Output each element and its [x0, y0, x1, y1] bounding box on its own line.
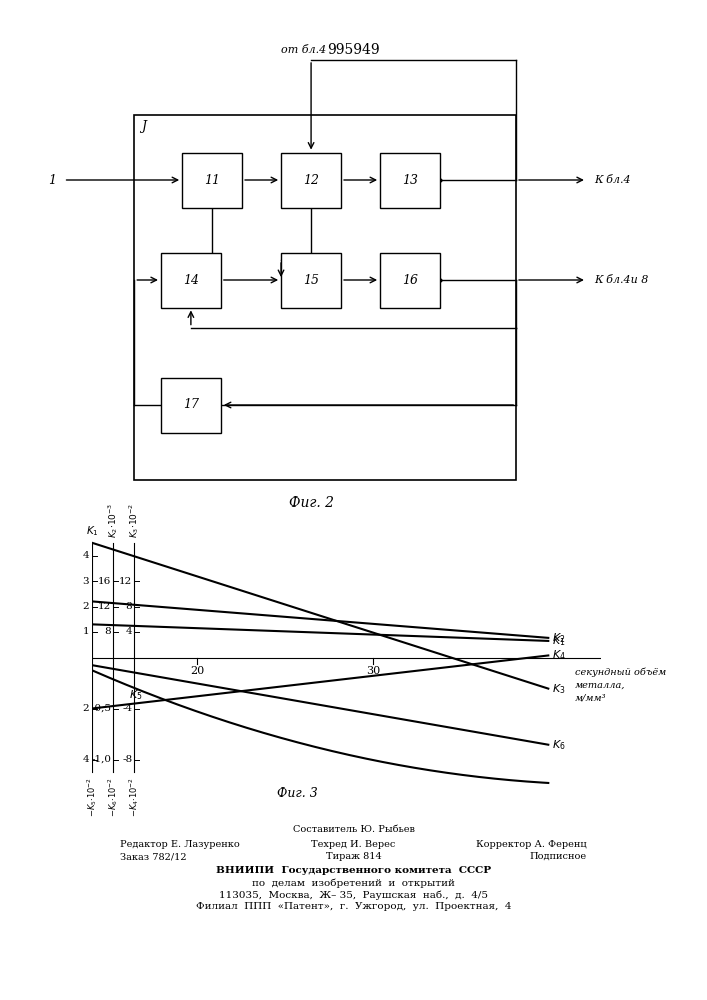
- Text: $K_5$: $K_5$: [129, 689, 143, 702]
- Text: 16: 16: [98, 576, 111, 585]
- Text: -0,5: -0,5: [91, 704, 111, 713]
- Text: Редактор Е. Лазуренко: Редактор Е. Лазуренко: [120, 840, 240, 849]
- Text: 20: 20: [190, 666, 204, 676]
- Text: м/мм³: м/мм³: [575, 693, 606, 702]
- Text: -1,0: -1,0: [91, 755, 111, 764]
- FancyBboxPatch shape: [161, 377, 221, 432]
- Text: 8: 8: [126, 602, 132, 611]
- Text: 14: 14: [183, 273, 199, 286]
- Text: $K_1$: $K_1$: [551, 634, 566, 648]
- Text: 16: 16: [402, 273, 418, 286]
- Text: 2: 2: [83, 704, 89, 713]
- Text: -4: -4: [122, 704, 132, 713]
- Text: 12: 12: [98, 602, 111, 611]
- Text: 1: 1: [49, 174, 57, 186]
- Text: $K_1$: $K_1$: [86, 524, 98, 538]
- Text: 15: 15: [303, 273, 319, 286]
- Text: $K_3$: $K_3$: [551, 682, 566, 696]
- Text: 30: 30: [366, 666, 380, 676]
- Text: $-K_4{\cdot}10^{-2}$: $-K_4{\cdot}10^{-2}$: [127, 777, 141, 817]
- FancyBboxPatch shape: [182, 152, 242, 208]
- Text: 4: 4: [126, 628, 132, 637]
- Text: 113035,  Москва,  Ж– 35,  Раушская  наб.,  д.  4/5: 113035, Москва, Ж– 35, Раушская наб., д.…: [219, 890, 488, 900]
- Text: Филиал  ППП  «Патент»,  г.  Ужгород,  ул.  Проектная,  4: Филиал ППП «Патент», г. Ужгород, ул. Про…: [196, 902, 511, 911]
- Text: Заказ 782/12: Заказ 782/12: [120, 852, 187, 861]
- Text: $K_6$: $K_6$: [551, 738, 566, 752]
- Text: металла,: металла,: [575, 680, 625, 689]
- Text: $-K_5{\cdot}10^{-2}$: $-K_5{\cdot}10^{-2}$: [85, 777, 99, 817]
- Text: Фиг. 3: Фиг. 3: [276, 787, 317, 800]
- FancyBboxPatch shape: [380, 152, 440, 208]
- Text: 1: 1: [83, 628, 89, 637]
- Text: 4: 4: [83, 551, 89, 560]
- Text: секундный объём: секундный объём: [575, 668, 666, 677]
- Text: Подписное: Подписное: [530, 852, 587, 861]
- Text: 3: 3: [83, 576, 89, 585]
- Text: К бл.4: К бл.4: [594, 175, 631, 185]
- Text: 4: 4: [83, 755, 89, 764]
- Text: Тираж 814: Тираж 814: [326, 852, 381, 861]
- Text: ВНИИПИ  Государственного комитета  СССР: ВНИИПИ Государственного комитета СССР: [216, 866, 491, 875]
- Text: Составитель Ю. Рыбьев: Составитель Ю. Рыбьев: [293, 825, 414, 834]
- Text: Корректор А. Ференц: Корректор А. Ференц: [477, 840, 587, 849]
- FancyBboxPatch shape: [161, 252, 221, 308]
- Text: К бл.4и 8: К бл.4и 8: [594, 275, 648, 285]
- Text: 2: 2: [83, 602, 89, 611]
- Text: по  делам  изобретений  и  открытий: по делам изобретений и открытий: [252, 878, 455, 888]
- Text: J: J: [141, 120, 146, 133]
- Text: от бл.4: от бл.4: [281, 45, 327, 55]
- Text: 8: 8: [105, 628, 111, 637]
- Text: $K_4$: $K_4$: [551, 649, 566, 662]
- Text: $K_3{\cdot}10^{-2}$: $K_3{\cdot}10^{-2}$: [127, 502, 141, 538]
- Text: 995949: 995949: [327, 42, 380, 56]
- FancyBboxPatch shape: [281, 252, 341, 308]
- Text: -8: -8: [122, 755, 132, 764]
- Text: 12: 12: [303, 174, 319, 186]
- Text: $-K_6{\cdot}10^{-2}$: $-K_6{\cdot}10^{-2}$: [106, 777, 120, 817]
- Text: Фиг. 2: Фиг. 2: [288, 496, 334, 510]
- FancyBboxPatch shape: [281, 152, 341, 208]
- FancyBboxPatch shape: [380, 252, 440, 308]
- Text: $K_2$: $K_2$: [551, 631, 565, 645]
- Text: $K_2{\cdot}10^{-3}$: $K_2{\cdot}10^{-3}$: [106, 502, 120, 538]
- Text: 17: 17: [183, 398, 199, 412]
- Text: 11: 11: [204, 174, 220, 186]
- Text: 12: 12: [119, 576, 132, 585]
- Text: Техред И. Верес: Техред И. Верес: [311, 840, 396, 849]
- Text: 13: 13: [402, 174, 418, 186]
